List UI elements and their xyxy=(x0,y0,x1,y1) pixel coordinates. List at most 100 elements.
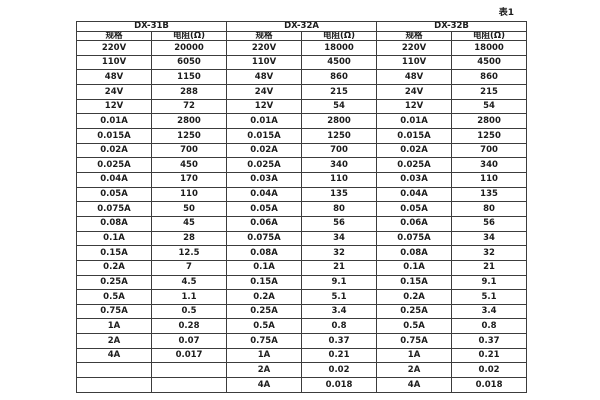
cell-resistance: 9.1 xyxy=(301,274,378,291)
cell-resistance: 450 xyxy=(150,157,228,173)
table-row: 2A 0.07 0.75A 0.37 0.75A 0.37 xyxy=(76,333,528,349)
cell-spec: 24V xyxy=(376,83,453,100)
cell-resistance: 0.018 xyxy=(451,377,528,393)
sub-header-resistance: 电阻(Ω) xyxy=(451,30,528,41)
cell-spec: 0.05A xyxy=(226,201,303,217)
table-caption: 表1 xyxy=(498,8,514,18)
cell-spec: 0.08A xyxy=(376,245,453,261)
table-row: 0.5A 1.1 0.2A 5.1 0.2A 5.1 xyxy=(76,289,528,305)
cell-spec: 4A xyxy=(226,377,303,393)
cell-resistance: 0.02 xyxy=(451,362,528,379)
cell-spec: 0.03A xyxy=(226,171,303,188)
cell-resistance: 2800 xyxy=(451,113,528,129)
sub-header-resistance: 电阻(Ω) xyxy=(301,30,378,41)
cell-spec: 0.05A xyxy=(376,201,453,217)
cell-resistance: 4500 xyxy=(451,54,528,71)
cell-resistance: 340 xyxy=(301,157,378,173)
cell-spec: 4A xyxy=(76,347,152,364)
cell-spec: 0.25A xyxy=(76,274,152,291)
cell-resistance: 0.8 xyxy=(451,318,528,335)
table-row: 12V 72 12V 54 12V 54 xyxy=(76,98,528,115)
cell-spec: 48V xyxy=(376,69,453,85)
cell-spec: 0.15A xyxy=(376,274,453,291)
cell-spec: 0.75A xyxy=(226,333,303,349)
cell-spec: 0.5A xyxy=(76,289,152,305)
group-header-dx32b: DX-32B xyxy=(376,21,528,32)
cell-spec: 110V xyxy=(76,54,152,71)
cell-resistance: 34 xyxy=(451,230,528,247)
cell-resistance: 80 xyxy=(451,201,528,217)
cell-resistance: 72 xyxy=(150,98,228,115)
cell-spec: 2A xyxy=(76,333,152,349)
cell-resistance: 0.07 xyxy=(150,333,228,349)
cell-spec: 0.01A xyxy=(226,113,303,129)
table-row: 0.05A 110 0.04A 135 0.04A 135 xyxy=(76,186,528,203)
cell-resistance: 7 xyxy=(150,259,228,276)
cell-resistance: 215 xyxy=(301,83,378,100)
cell-resistance: 54 xyxy=(451,98,528,115)
cell-spec: 0.075A xyxy=(376,230,453,247)
cell-resistance: 0.017 xyxy=(150,347,228,364)
cell-resistance: 32 xyxy=(301,245,378,261)
cell-spec: 0.015A xyxy=(226,127,303,144)
cell-resistance: 56 xyxy=(451,215,528,232)
cell-spec: 48V xyxy=(76,69,152,85)
cell-resistance: 54 xyxy=(301,98,378,115)
table-row: 220V 20000 220V 18000 220V 18000 xyxy=(76,40,528,56)
table-row: 110V 6050 110V 4500 110V 4500 xyxy=(76,54,528,71)
cell-resistance: 135 xyxy=(451,186,528,203)
cell-resistance: 110 xyxy=(451,171,528,188)
cell-resistance: 45 xyxy=(150,215,228,232)
cell-spec: 0.015A xyxy=(76,127,152,144)
cell-resistance: 135 xyxy=(301,186,378,203)
spec-resistance-table: DX-31B DX-32A DX-32B 规格 电阻(Ω) 规格 电阻(Ω) 规… xyxy=(75,21,528,393)
cell-resistance: 0.8 xyxy=(301,318,378,335)
group-header-dx32a: DX-32A xyxy=(226,21,378,32)
cell-resistance: 0.018 xyxy=(301,377,378,393)
sub-header-resistance: 电阻(Ω) xyxy=(150,30,228,41)
cell-resistance: 34 xyxy=(301,230,378,247)
group-header-dx31b: DX-31B xyxy=(75,21,228,32)
table-row: 0.01A 2800 0.01A 2800 0.01A 2800 xyxy=(76,113,528,129)
cell-spec: 0.015A xyxy=(376,127,453,144)
cell-spec: 0.5A xyxy=(376,318,453,335)
cell-spec: 2A xyxy=(376,362,453,379)
cell-resistance: 110 xyxy=(301,171,378,188)
cell-spec: 110V xyxy=(226,54,303,71)
cell-resistance: 1150 xyxy=(150,69,228,85)
cell-spec: 4A xyxy=(376,377,453,393)
sub-header-row: 规格 电阻(Ω) 规格 电阻(Ω) 规格 电阻(Ω) xyxy=(76,30,528,41)
cell-resistance: 215 xyxy=(451,83,528,100)
cell-resistance: 1250 xyxy=(451,127,528,144)
cell-spec: 0.25A xyxy=(376,303,453,320)
table-row: 0.75A 0.5 0.25A 3.4 0.25A 3.4 xyxy=(76,303,528,320)
cell-spec: 0.2A xyxy=(226,289,303,305)
cell-resistance: 2800 xyxy=(301,113,378,129)
cell-resistance: 20000 xyxy=(150,40,228,56)
cell-spec: 12V xyxy=(226,98,303,115)
cell-spec: 0.15A xyxy=(76,245,152,261)
cell-spec: 0.06A xyxy=(376,215,453,232)
table-row: 0.015A 1250 0.015A 1250 0.015A 1250 xyxy=(76,127,528,144)
cell-spec: 0.1A xyxy=(226,259,303,276)
cell-spec: 0.06A xyxy=(226,215,303,232)
cell-resistance: 288 xyxy=(150,83,228,100)
cell-resistance: 700 xyxy=(150,142,228,159)
cell-spec: 0.75A xyxy=(76,303,152,320)
table-row: 0.1A 28 0.075A 34 0.075A 34 xyxy=(76,230,528,247)
cell-spec: 1A xyxy=(376,347,453,364)
table-row: 1A 0.28 0.5A 0.8 0.5A 0.8 xyxy=(76,318,528,335)
table-body: 220V 20000 220V 18000 220V 18000 110V 6050 110V 4… xyxy=(76,40,528,393)
cell-resistance: 4500 xyxy=(301,54,378,71)
cell-spec: 220V xyxy=(376,40,453,56)
cell-resistance: 32 xyxy=(451,245,528,261)
cell-resistance: 170 xyxy=(150,171,228,188)
cell-resistance xyxy=(150,362,228,379)
cell-spec: 0.05A xyxy=(76,186,152,203)
cell-spec: 0.04A xyxy=(76,171,152,188)
cell-resistance: 21 xyxy=(301,259,378,276)
table-row: 0.04A 170 0.03A 110 0.03A 110 xyxy=(76,171,528,188)
group-header-row: DX-31B DX-32A DX-32B xyxy=(75,21,528,32)
cell-spec xyxy=(76,377,152,393)
